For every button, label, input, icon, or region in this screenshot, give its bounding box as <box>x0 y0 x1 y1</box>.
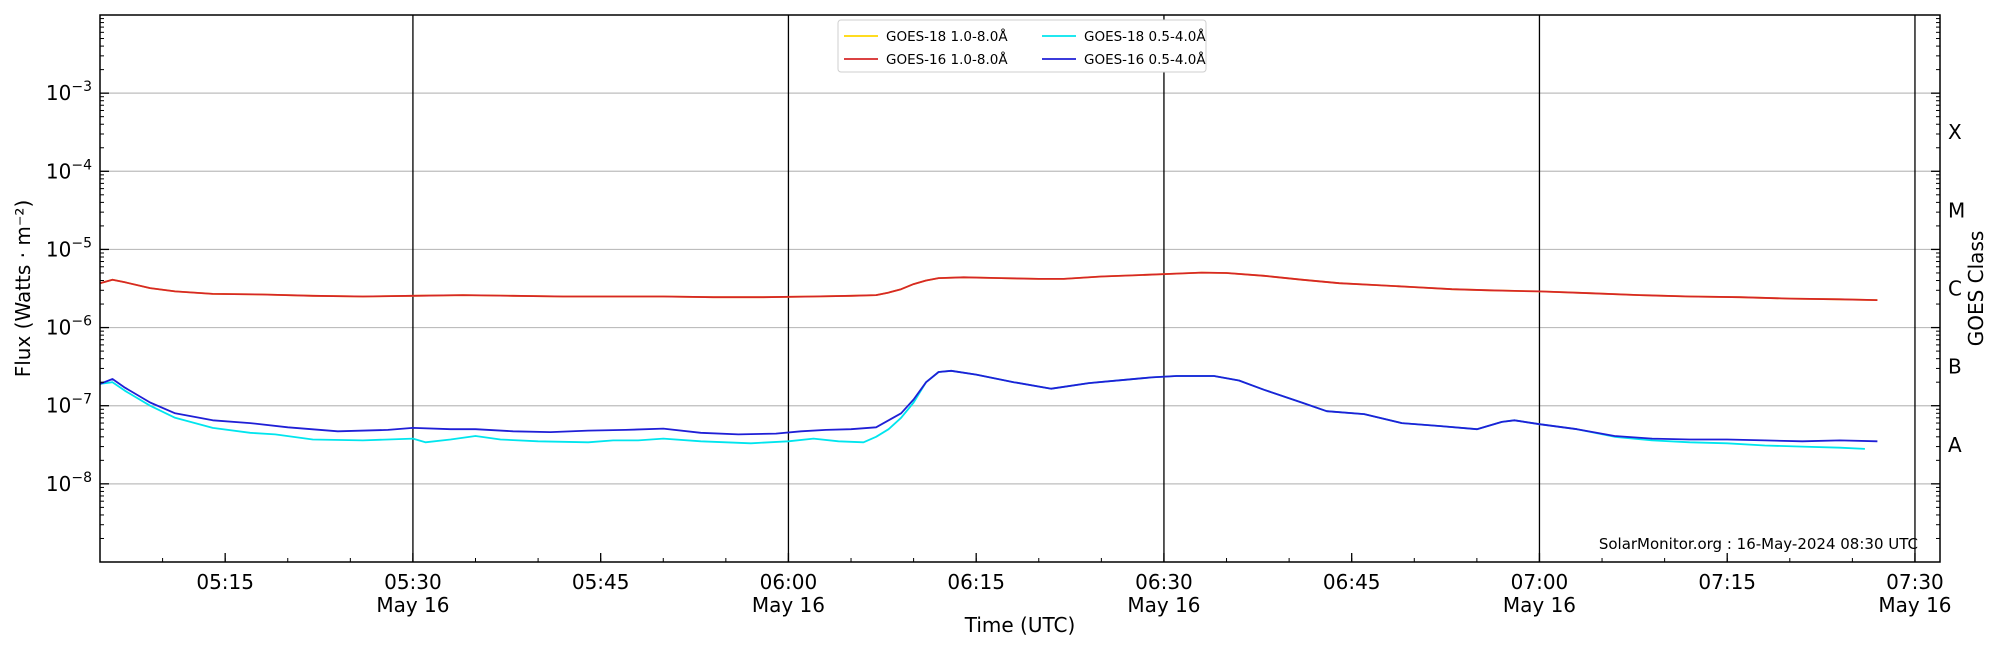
grid-lines <box>100 92 1940 485</box>
goes-class-axis-label: GOES Class <box>1964 231 1988 347</box>
legend-entry: GOES-16 1.0-8.0Å <box>886 51 1008 68</box>
x-tick-label: 07:30 <box>1886 570 1944 594</box>
x-tick-date-label: May 16 <box>752 593 825 617</box>
series-lines <box>99 271 1878 450</box>
x-axis-label: Time (UTC) <box>964 613 1076 637</box>
y-axis-ticks: 10−8 10−7 10−6 10−5 10−4 10−3 <box>46 18 1940 539</box>
x-tick-date-label: May 16 <box>1127 593 1200 617</box>
x-tick-label: 06:15 <box>947 570 1005 594</box>
x-tick-label: 05:15 <box>196 570 254 594</box>
day-markers <box>412 15 1916 562</box>
legend: GOES-18 1.0-8.0Å GOES-16 1.0-8.0Å GOES-18 … <box>837 19 1207 73</box>
x-tick-label: 06:45 <box>1323 570 1381 594</box>
plot-frame <box>99 14 1941 563</box>
x-tick-label: 06:00 <box>760 570 818 594</box>
y-axis-label: Flux (Watts · m⁻²) <box>11 200 35 378</box>
goes-class-label: B <box>1948 355 1962 379</box>
x-tick-date-label: May 16 <box>1503 593 1576 617</box>
y-tick-label: 10−6 <box>46 314 92 340</box>
legend-box <box>837 19 1207 73</box>
x-tick-label: 05:45 <box>572 570 630 594</box>
x-tick-label: 07:00 <box>1511 570 1569 594</box>
series-line-3 <box>99 369 1865 450</box>
legend-entry: GOES-16 0.5-4.0Å <box>1084 51 1206 68</box>
source-annotation: SolarMonitor.org : 16-May-2024 08:30 UTC <box>1599 535 1918 553</box>
legend-entry: GOES-18 0.5-4.0Å <box>1084 28 1206 45</box>
x-tick-label: 05:30 <box>384 570 442 594</box>
x-tick-date-label: May 16 <box>376 593 449 617</box>
goes-class-label: X <box>1948 120 1962 144</box>
x-tick-date-label: May 16 <box>1878 593 1951 617</box>
goes-class-label: A <box>1948 433 1962 457</box>
x-tick-label: 07:15 <box>1698 570 1756 594</box>
series-line-4 <box>99 369 1878 443</box>
goes-class-label: C <box>1948 277 1962 301</box>
goes-class-label: M <box>1948 198 1965 222</box>
y-tick-label: 10−5 <box>46 235 92 261</box>
y-tick-label: 10−8 <box>46 470 92 496</box>
y-tick-label: 10−4 <box>46 157 92 183</box>
y-tick-label: 10−7 <box>46 392 92 418</box>
goes-class-labels: A B C M X <box>1948 120 1965 457</box>
x-tick-label: 06:30 <box>1135 570 1193 594</box>
y-tick-label: 10−3 <box>46 79 92 105</box>
legend-entry: GOES-18 1.0-8.0Å <box>886 28 1008 45</box>
series-line-2 <box>99 271 1878 301</box>
